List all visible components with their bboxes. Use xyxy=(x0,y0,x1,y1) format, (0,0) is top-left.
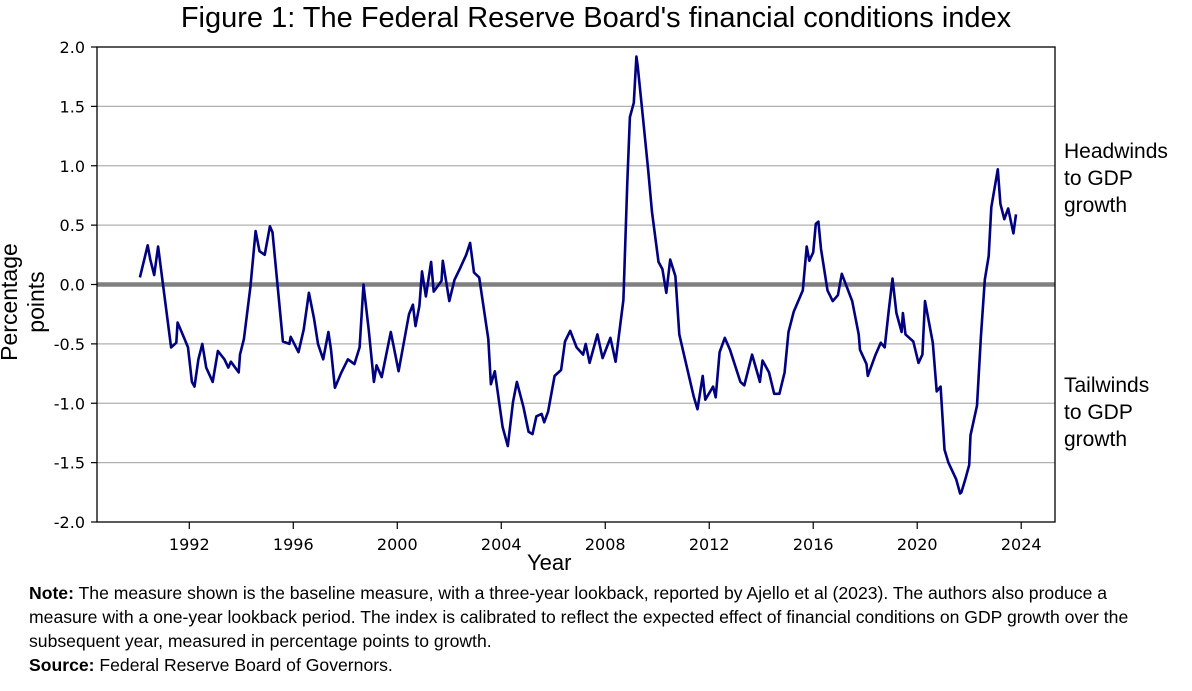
annotation-line: Tailwinds xyxy=(1064,374,1150,397)
y-tick-label: -1.0 xyxy=(54,394,85,413)
headwinds-annotation: Headwinds to GDP growth xyxy=(1064,138,1168,219)
source-label: Source: xyxy=(29,655,95,675)
annotation-line: Headwinds xyxy=(1064,140,1168,163)
x-tick-label: 2024 xyxy=(1001,535,1042,554)
source: Source: Federal Reserve Board of Governo… xyxy=(29,653,393,677)
y-tick-label: 0.5 xyxy=(60,216,85,235)
y-tick-label: 1.0 xyxy=(60,157,85,176)
note: Note: The measure shown is the baseline … xyxy=(29,581,1179,653)
note-label: Note: xyxy=(29,583,74,603)
x-tick-label: 2012 xyxy=(689,535,730,554)
series-line xyxy=(138,55,1018,495)
x-axis: 1992 1996 2000 2004 2008 2012 2016 2020 2024 xyxy=(169,522,1042,554)
x-axis-label: Year xyxy=(527,550,572,575)
y-tick-label: -0.5 xyxy=(54,335,85,354)
y-tick-label: -2.0 xyxy=(54,513,85,532)
chart-title: Figure 1: The Federal Reserve Board's fi… xyxy=(180,2,1012,34)
annotation-line: growth xyxy=(1064,194,1128,217)
y-axis-label: Percentage points xyxy=(0,243,49,361)
y-tick-label: 1.5 xyxy=(60,97,85,116)
annotation-line: growth xyxy=(1064,428,1128,451)
y-tick-label: 0.0 xyxy=(60,276,85,295)
x-tick-label: 1992 xyxy=(169,535,210,554)
x-tick-label: 2000 xyxy=(377,535,418,554)
y-axis: 2.0 1.5 1.0 0.5 0.0 -0.5 -1.0 -1.5 -2.0 xyxy=(54,38,97,532)
x-tick-label: 2008 xyxy=(585,535,626,554)
tailwinds-annotation: Tailwinds to GDP growth xyxy=(1064,372,1149,453)
annotation-line: to GDP xyxy=(1064,401,1133,424)
x-tick-label: 1996 xyxy=(273,535,314,554)
y-tick-label: 2.0 xyxy=(60,38,85,57)
x-tick-label: 2016 xyxy=(793,535,834,554)
note-text: The measure shown is the baseline measur… xyxy=(29,583,1129,651)
source-text: Federal Reserve Board of Governors. xyxy=(94,655,393,675)
y-tick-label: -1.5 xyxy=(54,454,85,473)
annotation-line: to GDP xyxy=(1064,167,1133,190)
x-tick-label: 2020 xyxy=(897,535,938,554)
x-tick-label: 2004 xyxy=(481,535,522,554)
